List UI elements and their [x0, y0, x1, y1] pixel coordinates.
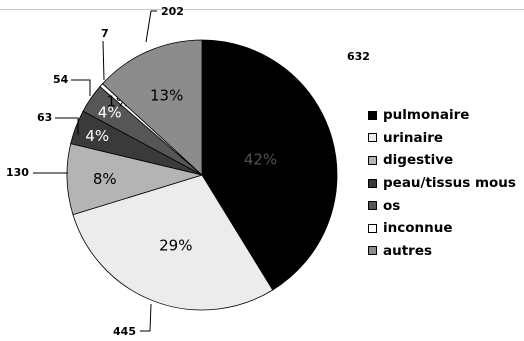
- legend-item: digestive: [368, 149, 516, 172]
- leader-line: [140, 303, 152, 332]
- legend-item: autres: [368, 240, 516, 263]
- legend-swatch: [368, 246, 377, 256]
- legend-swatch: [368, 223, 377, 233]
- value-label: 445: [113, 325, 136, 338]
- value-label: 63: [37, 111, 52, 124]
- legend-label: autres: [383, 242, 433, 259]
- leader-line: [145, 10, 157, 43]
- pie-slice-urinaire: [72, 174, 274, 311]
- percent-label: 42%: [244, 151, 277, 169]
- legend-item: os: [368, 194, 516, 217]
- percent-label: 13%: [150, 87, 183, 105]
- value-label: 202: [161, 5, 184, 18]
- legend: pulmonaire urinaire digestive peau/tissus m…: [368, 104, 516, 262]
- value-label: 54: [53, 73, 69, 86]
- legend-label: peau/tissus mous: [383, 175, 516, 192]
- leader-line: [55, 117, 79, 135]
- legend-swatch: [368, 155, 377, 165]
- percent-label: 29%: [159, 237, 192, 255]
- leader-line: [102, 40, 105, 81]
- legend-label: digestive: [383, 152, 454, 169]
- top-divider: [0, 9, 524, 10]
- value-label: 130: [6, 166, 29, 179]
- legend-swatch: [368, 110, 377, 120]
- legend-item: pulmonaire: [368, 104, 516, 127]
- percent-label: 4%: [98, 103, 122, 121]
- leader-line: [71, 79, 91, 96]
- legend-label: urinaire: [383, 129, 444, 146]
- legend-label: os: [383, 197, 401, 214]
- legend-swatch: [368, 178, 377, 188]
- value-label: 632: [347, 50, 370, 63]
- legend-swatch: [368, 133, 377, 143]
- percent-label: 8%: [93, 170, 117, 188]
- legend-item: peau/tissus mous: [368, 172, 516, 195]
- legend-swatch: [368, 201, 377, 211]
- legend-item: urinaire: [368, 127, 516, 150]
- legend-item: inconnue: [368, 217, 516, 240]
- legend-label: inconnue: [383, 220, 453, 237]
- pie-slice-pulmonaire: [201, 39, 338, 291]
- pie-slice-autres: [102, 39, 203, 176]
- value-label: 7: [101, 27, 109, 40]
- legend-label: pulmonaire: [383, 107, 470, 124]
- percent-label: 4%: [85, 127, 109, 145]
